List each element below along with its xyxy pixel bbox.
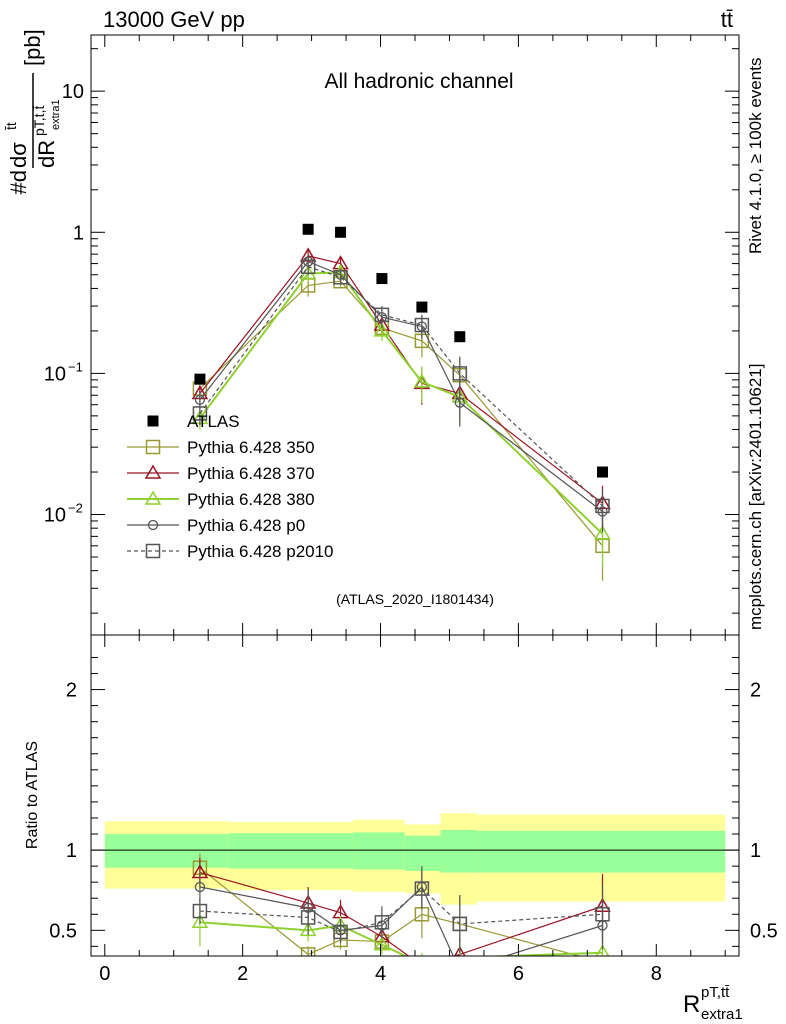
y-label-denominator-sup: pT,t,t̄ [31,106,47,136]
band-inner [477,830,726,873]
main-point-p380 [594,525,611,540]
main-point-p0 [454,397,465,408]
ratio-x-tick-label: 6 [513,963,524,985]
rivet-label: Rivet 4.1.0, ≥ 100k events [746,58,765,254]
ratio-x-tick-label: 4 [375,963,386,985]
y-label-unit: [pb] [20,29,45,66]
main-y-tick-exponent: −2 [68,501,83,516]
band-inner [440,830,478,873]
ratio-y-tick-label-left: 2 [66,680,77,702]
ratio-point-p2010 [595,907,610,922]
main-title: All hadronic channel [324,70,513,93]
legend-marker-data [147,415,159,427]
main-series-p370 [191,247,611,529]
main-point-data [597,466,609,478]
ratio-y-tick-label-right: 0.5 [750,920,778,942]
ratio-point-p2010 [333,924,348,940]
main-point-data [335,226,347,238]
ratio-point-p0 [194,881,206,893]
ratio-point-p2010 [374,915,390,930]
main-y-tick-exponent: −1 [68,359,83,374]
ratio-y-tick-label-right: 1 [750,840,761,862]
main-point-p380 [373,322,391,337]
main-point-data [376,273,388,285]
ratio-series-p2010 [192,867,610,953]
main-point-p2010 [300,259,316,274]
y-label-numerator-sup: t̄t [3,122,19,130]
main-y-tick-label: 10 [44,505,66,527]
main-point-p380 [413,373,431,388]
main-point-p2010 [333,270,348,285]
main-point-data [454,331,466,343]
ratio-panel: 0.5 0.5 1 1 2 2 0 2 4 6 8 Ratio to ATLAS R pT,tt̄ … [24,634,778,1023]
ratio-point-p2010 [414,881,430,896]
ratio-point-p370 [453,945,466,956]
y-label-denominator: dR [34,140,59,168]
main-point-p2010 [192,406,208,421]
main-series-p2010 [192,259,610,529]
main-point-data [416,301,428,313]
band-inner [352,832,405,870]
ratio-point-p2010 [452,916,468,932]
legend-label-p350: Pythia 6.428 350 [187,438,315,457]
x-axis-label: R pT,tt̄ extra1 [683,984,743,1023]
ratio-series-p380 [191,898,610,956]
x-label-sub: extra1 [701,1006,743,1023]
header-process: 13000 GeV pp [103,7,245,32]
main-y-tick-label: 10 [62,81,84,103]
legend-label-p380: Pythia 6.428 380 [187,490,315,509]
ratio-point-p2010 [300,910,316,925]
mcplots-label: mcplots.cern.ch [arXiv:2401.10621] [746,364,765,630]
band-inner [104,834,229,868]
legend-label-data: ATLAS [187,412,240,431]
main-point-p2010 [595,498,610,514]
legend-marker-p370 [144,464,162,479]
main-series-data [194,223,609,478]
main-point-data [302,223,314,235]
header-final-state: tt̄ [721,7,733,32]
main-annotation: (ATLAS_2020_I1801434) [336,591,494,607]
ratio-x-tick-label: 2 [237,963,248,985]
ratio-x-tick-label: 8 [651,963,662,985]
legend-label-p370: Pythia 6.428 370 [187,464,315,483]
main-y-tick-label: 1 [73,222,84,244]
ratio-y-tick-label-left: 0.5 [49,920,77,942]
x-label-sup: pT,tt̄ [701,984,730,1001]
main-point-p2010 [374,307,390,323]
ratio-point-p380 [299,921,317,937]
y-label-hash: #d [6,170,31,194]
main-point-p2010 [452,366,468,381]
y-axis-label: #d dσ t̄t dR pT,t,t̄ extra1 [pb] [3,29,62,194]
ratio-point-p380 [595,944,610,956]
ratio-x-tick-label: 0 [99,963,110,985]
legend-marker-p2010 [145,543,161,559]
main-point-p2010 [414,317,430,333]
ratio-y-tick-label-left: 1 [66,840,77,862]
ratio-point-p350 [300,947,316,956]
ratio-point-p380 [191,913,209,929]
y-label-denominator-sub: extra1 [50,99,62,130]
ratio-y-tick-label-right: 2 [750,680,761,702]
ratio-point-p380 [373,936,391,951]
main-y-tick-label: 10 [44,363,66,385]
ratio-y-label: Ratio to ATLAS [24,741,41,849]
legend-marker-p380 [144,490,162,505]
ratio-point-p2010 [192,903,208,919]
legend-marker-p350 [145,439,161,455]
main-point-data [194,373,206,385]
legend: ATLAS Pythia 6.428 350 Pythia 6.428 370 Pyt… [127,412,334,561]
legend-label-p0: Pythia 6.428 p0 [187,516,305,535]
x-label-main: R [683,991,700,1018]
legend-marker-p0 [147,519,159,531]
y-label-numerator: dσ [6,142,31,168]
band-inner [404,835,441,871]
legend-label-p2010: Pythia 6.428 p2010 [187,542,334,561]
band-inner [228,833,353,869]
